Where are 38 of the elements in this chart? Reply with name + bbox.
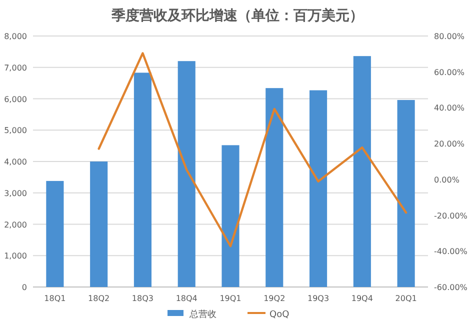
y-tick-label: 7,000 (4, 63, 27, 72)
bar (46, 180, 64, 287)
y-tick-label: 6,000 (4, 94, 27, 104)
y2-tick-label: 40.00% (434, 104, 465, 113)
x-tick-label: 19Q1 (220, 294, 242, 303)
x-tick-label: 19Q3 (307, 294, 330, 303)
bar (178, 61, 196, 287)
legend-label: 总营收 (188, 309, 216, 320)
y-tick-label: 1,000 (4, 252, 27, 261)
y2-tick-label: 0.00% (434, 175, 460, 184)
y2-tick-label: 20.00% (434, 140, 465, 149)
y-tick-label: 3,000 (4, 188, 27, 198)
y2-tick-label: -60.00% (434, 283, 468, 292)
bar (353, 56, 371, 287)
y2-tick-label: 80.00% (434, 32, 465, 41)
x-tick-label: 19Q4 (351, 294, 373, 303)
y-tick-label: 0 (22, 283, 27, 292)
y2-tick-label: -40.00% (434, 247, 468, 256)
y2-tick-label: 60.00% (434, 68, 465, 77)
bar (310, 90, 328, 287)
legend-label: QoQ (270, 310, 290, 320)
x-tick-label: 18Q3 (132, 294, 154, 303)
x-tick-label: 20Q1 (395, 294, 417, 303)
x-tick-label: 19Q2 (264, 294, 286, 303)
x-tick-label: 18Q1 (44, 294, 66, 303)
x-tick-label: 18Q4 (176, 294, 198, 303)
y-tick-label: 8,000 (4, 32, 27, 41)
title: 季度营收及环比增速（单位：百万美元） (112, 8, 364, 24)
bar (397, 100, 415, 287)
bar (266, 88, 284, 287)
x-tick-label: 18Q2 (88, 294, 110, 303)
y2-tick-label: -20.00% (434, 211, 468, 220)
bar (134, 72, 152, 287)
y-tick-label: 4,000 (4, 158, 27, 166)
bar (90, 162, 108, 287)
y-tick-label: 5,000 (4, 126, 27, 136)
y-tick-label: 2,000 (4, 220, 27, 230)
bar (222, 145, 240, 287)
